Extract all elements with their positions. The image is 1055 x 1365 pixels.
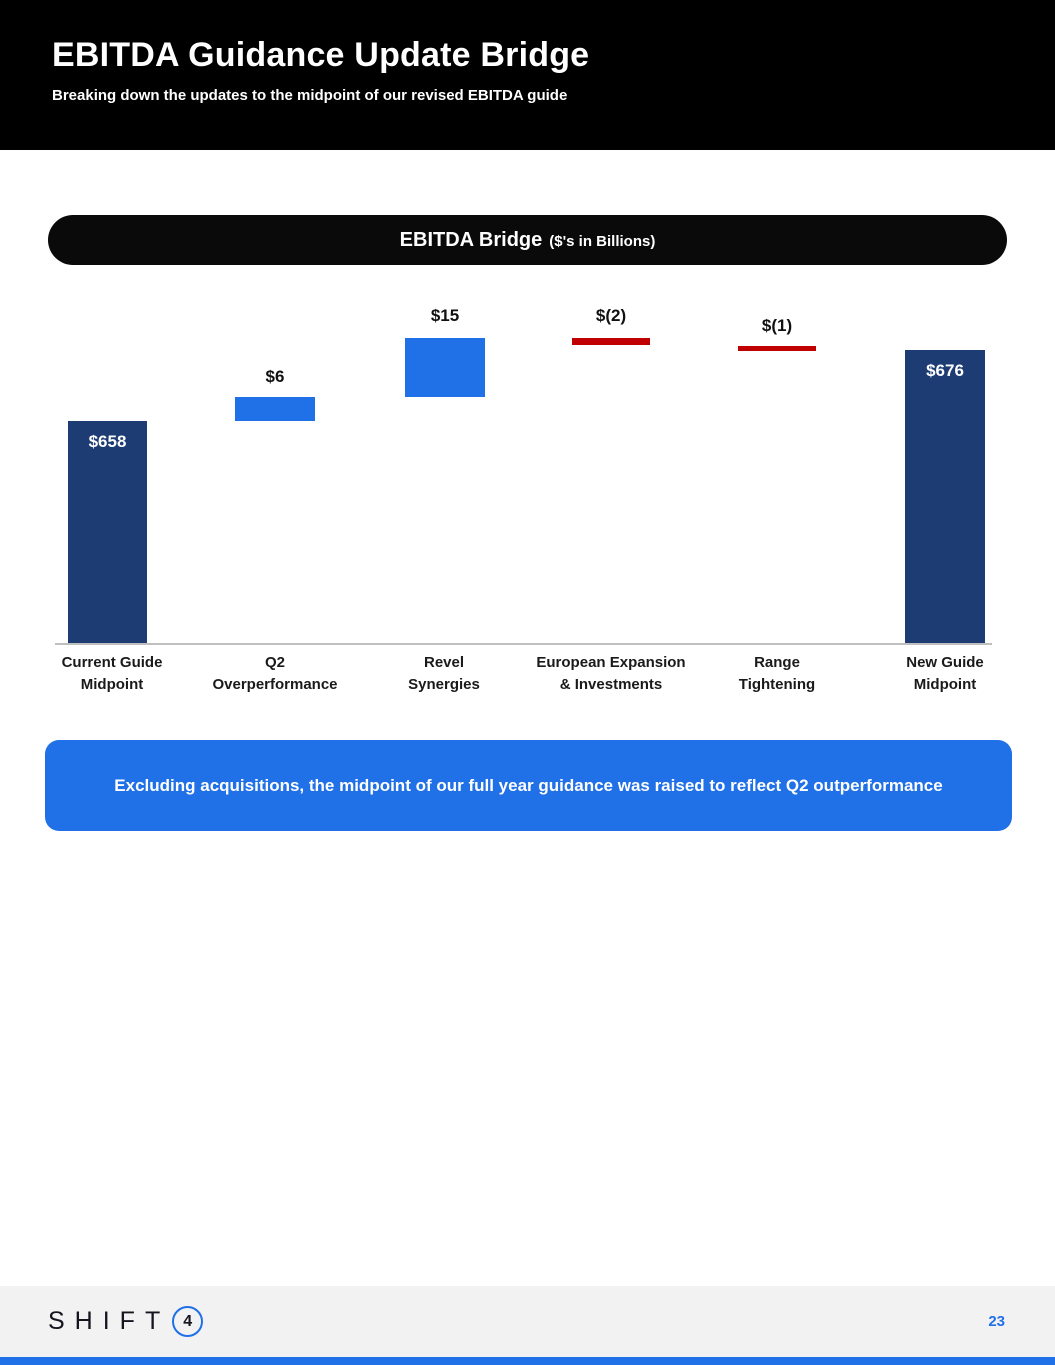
waterfall-chart: $658 $6 $15 $(2) $(1) $676 Current Guide…	[45, 290, 1010, 705]
category-label-line: Tightening	[738, 676, 816, 693]
category-label-range-tightening: Range Tightening	[682, 652, 872, 696]
waterfall-bar-range-tightening	[738, 346, 816, 351]
data-label-q2-overperformance: $6	[265, 367, 285, 386]
chart-title-units: ($'s in Billions)	[549, 232, 656, 250]
category-label-line: Overperformance	[212, 676, 338, 693]
data-label-new-guide: $676	[926, 361, 964, 380]
shift4-logo-word: SHIFT	[48, 1307, 171, 1335]
waterfall-bar-q2-overperformance	[235, 397, 315, 421]
takeaway-text: Excluding acquisitions, the midpoint of …	[114, 775, 943, 795]
shift4-logo: SHIFT 4	[48, 1306, 204, 1337]
shift4-logo-digit: 4	[183, 1312, 193, 1330]
category-label-line: Synergies	[408, 676, 480, 693]
shift4-logo-circle-icon: 4	[172, 1306, 204, 1337]
category-label-q2-overperformance: Q2 Overperformance	[180, 652, 370, 696]
chart-title-pill: EBITDA Bridge ($'s in Billions)	[48, 215, 1007, 265]
category-label-line: Midpoint	[913, 676, 977, 693]
takeaway-banner: Excluding acquisitions, the midpoint of …	[45, 740, 1012, 831]
category-label-line: New Guide	[906, 654, 984, 671]
category-label-line: & Investments	[559, 676, 663, 693]
category-label-line: Current Guide	[61, 654, 163, 671]
data-label-current-guide: $658	[88, 432, 127, 451]
category-label-line: Q2	[264, 654, 285, 671]
data-label-range-tightening: $(1)	[761, 316, 793, 335]
x-axis-line	[55, 643, 992, 645]
waterfall-bar-revel-synergies	[405, 338, 485, 397]
page-number: 23	[988, 1313, 1005, 1330]
bottom-accent-bar	[0, 1357, 1055, 1365]
data-label-revel-synergies: $15	[430, 306, 460, 325]
category-label-revel-synergies: Revel Synergies	[349, 652, 539, 696]
category-label-new-guide: New Guide Midpoint	[850, 652, 1040, 696]
waterfall-bar-current-guide: $658	[68, 421, 147, 643]
page-subtitle: Breaking down the updates to the midpoin…	[52, 87, 568, 104]
category-label-current-guide: Current Guide Midpoint	[17, 652, 207, 696]
data-label-european-expansion: $(2)	[595, 306, 627, 325]
category-label-line: Range	[754, 654, 800, 671]
category-label-european-expansion: European Expansion & Investments	[516, 652, 706, 696]
category-label-line: Revel	[423, 654, 465, 671]
slide-footer: SHIFT 4 23	[0, 1286, 1055, 1357]
slide-header: EBITDA Guidance Update Bridge Breaking d…	[0, 0, 1055, 150]
chart-title-main: EBITDA Bridge	[399, 228, 543, 251]
category-label-line: Midpoint	[80, 676, 144, 693]
waterfall-bar-new-guide: $676	[905, 350, 985, 643]
page-title: EBITDA Guidance Update Bridge	[52, 36, 590, 74]
waterfall-bar-european-expansion	[572, 338, 650, 345]
category-label-line: European Expansion	[536, 654, 686, 671]
